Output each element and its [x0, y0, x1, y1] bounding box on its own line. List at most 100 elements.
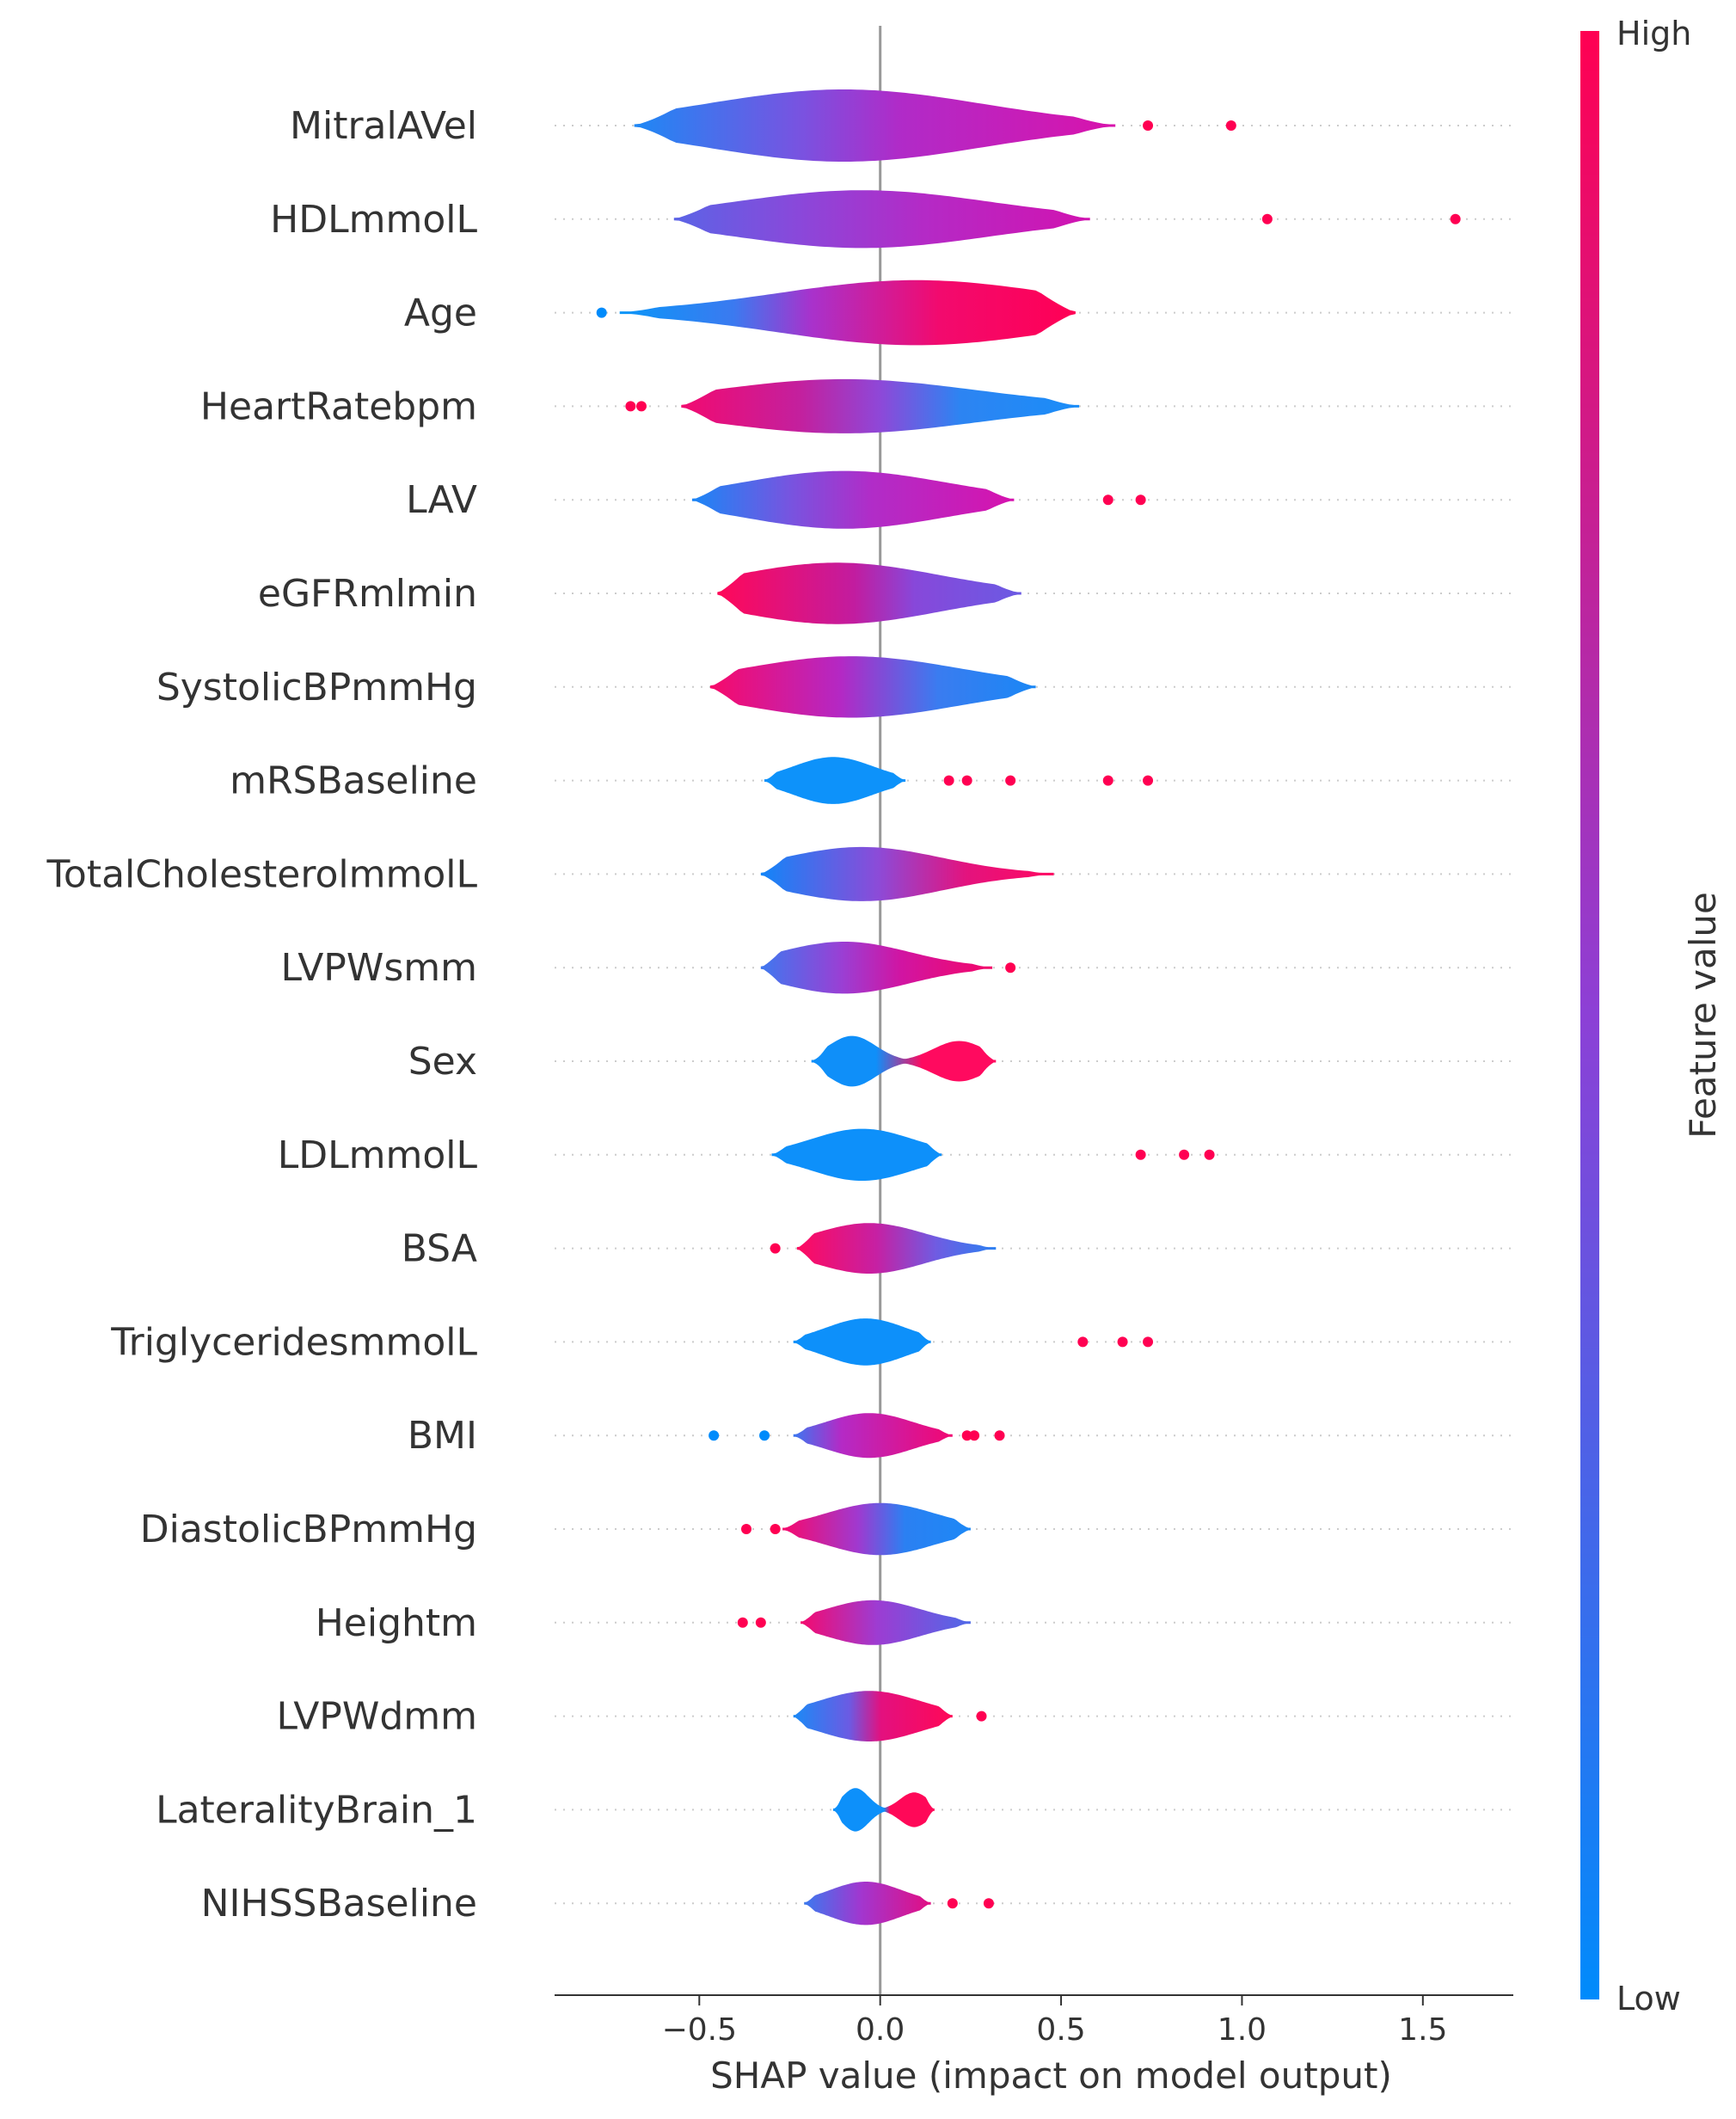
violin-shape	[833, 1788, 935, 1832]
violin-shape	[760, 942, 993, 994]
feature-row: SystolicBPmmHg	[156, 656, 1513, 718]
violin-shape	[771, 1128, 942, 1181]
violin-shape	[709, 656, 1036, 718]
feature-row: LAV	[406, 470, 1513, 529]
feature-row: HDLmmolL	[270, 190, 1513, 249]
feature-label: LVPWsmm	[281, 946, 477, 990]
outlier-point	[1102, 494, 1113, 506]
violin-shape	[691, 470, 1015, 529]
violin-shape	[764, 757, 906, 804]
feature-label: NIHSSBaseline	[201, 1882, 477, 1926]
outlier-point	[976, 1711, 987, 1722]
feature-row: BSA	[402, 1223, 1513, 1274]
outlier-point	[1143, 1336, 1154, 1348]
feature-label: Age	[404, 292, 477, 335]
feature-label: SystolicBPmmHg	[156, 666, 477, 709]
feature-label: BSA	[402, 1227, 477, 1271]
outlier-point	[1135, 1149, 1146, 1160]
colorbar-title: Feature value	[1682, 892, 1724, 1139]
feature-label: MitralAVel	[290, 104, 477, 148]
feature-row: LDLmmolL	[278, 1128, 1513, 1181]
feature-label: eGFRmlmin	[258, 572, 477, 616]
outlier-point	[1225, 120, 1236, 131]
outlier-point	[1102, 775, 1113, 786]
x-tick-label: −0.5	[662, 2012, 737, 2048]
colorbar: High Low Feature value	[1580, 15, 1724, 2018]
outlier-point	[1143, 775, 1154, 786]
violin-shape	[804, 1882, 931, 1926]
x-tick-label: 1.5	[1398, 2012, 1447, 2048]
feature-row: Age	[404, 279, 1513, 346]
violin-shape	[634, 89, 1116, 162]
violin-shape	[793, 1413, 953, 1459]
outlier-point	[596, 307, 607, 318]
violin-shape	[619, 279, 1076, 346]
violin-shape	[796, 1223, 997, 1274]
outlier-point	[1005, 962, 1016, 974]
feature-label: Heightm	[316, 1601, 477, 1645]
violin-shape	[673, 190, 1090, 249]
feature-label: LVPWdmm	[277, 1695, 477, 1739]
x-tick-label: 0.0	[856, 2012, 905, 2048]
x-tick-label: 0.5	[1036, 2012, 1085, 2048]
feature-row: LateralityBrain_1	[156, 1788, 1513, 1832]
outlier-point	[741, 1524, 751, 1534]
violin-shape	[717, 562, 1021, 624]
outlier-point	[994, 1430, 1005, 1441]
outlier-point	[635, 401, 647, 412]
outlier-point	[983, 1898, 994, 1909]
x-tick-label: 1.0	[1218, 2012, 1267, 2048]
outlier-point	[770, 1243, 781, 1254]
outlier-point	[625, 401, 636, 412]
feature-label: LAV	[406, 478, 477, 522]
outlier-point	[1077, 1336, 1089, 1348]
colorbar-low-label: Low	[1616, 1980, 1681, 2018]
feature-label: HeartRatebpm	[200, 384, 477, 428]
outlier-point	[1450, 213, 1461, 224]
violin-shape	[793, 1691, 953, 1741]
outlier-point	[1143, 120, 1154, 131]
feature-row: HeartRatebpm	[200, 378, 1513, 433]
feature-label: TotalCholesterolmmolL	[46, 852, 478, 896]
outlier-point	[1179, 1149, 1190, 1160]
feature-row: Heightm	[316, 1600, 1513, 1645]
outlier-point	[1204, 1149, 1215, 1160]
feature-row: eGFRmlmin	[258, 562, 1513, 624]
feature-label: Sex	[408, 1040, 477, 1084]
feature-label: LateralityBrain_1	[156, 1788, 477, 1832]
feature-label: TriglyceridesmmolL	[110, 1320, 477, 1364]
feature-label: BMI	[408, 1414, 477, 1458]
feature-row: BMI	[408, 1413, 1513, 1459]
feature-row: TotalCholesterolmmolL	[46, 846, 1513, 901]
x-axis-title: SHAP value (impact on model output)	[710, 2055, 1392, 2097]
outlier-point	[759, 1430, 770, 1441]
feature-row: MitralAVel	[290, 89, 1513, 162]
outlier-point	[755, 1617, 766, 1628]
violin-shape	[760, 846, 1054, 901]
violin-shape	[793, 1318, 931, 1366]
feature-row: mRSBaseline	[230, 757, 1513, 804]
outlier-point	[709, 1430, 720, 1441]
feature-row: LVPWsmm	[281, 942, 1513, 994]
outlier-point	[1135, 494, 1146, 506]
feature-label: mRSBaseline	[230, 759, 477, 803]
outlier-point	[969, 1430, 980, 1441]
violin-shape	[811, 1035, 997, 1087]
outlier-point	[770, 1524, 781, 1534]
feature-row: Sex	[408, 1035, 1513, 1087]
feature-label: DiastolicBPmmHg	[140, 1508, 477, 1551]
feature-row: DiastolicBPmmHg	[140, 1502, 1513, 1556]
violin-rows: MitralAVel HDLmmolL Age HeartRatebpm LAV eGFR…	[46, 26, 1513, 1995]
outlier-point	[1261, 213, 1273, 224]
violin-shape	[801, 1600, 971, 1645]
violin-shape	[681, 378, 1080, 433]
outlier-point	[737, 1617, 748, 1628]
outlier-point	[1005, 775, 1016, 786]
outlier-point	[947, 1898, 958, 1909]
outlier-point	[961, 775, 972, 786]
colorbar-high-label: High	[1616, 15, 1691, 52]
feature-label: LDLmmolL	[278, 1133, 478, 1177]
outlier-point	[1117, 1336, 1128, 1348]
